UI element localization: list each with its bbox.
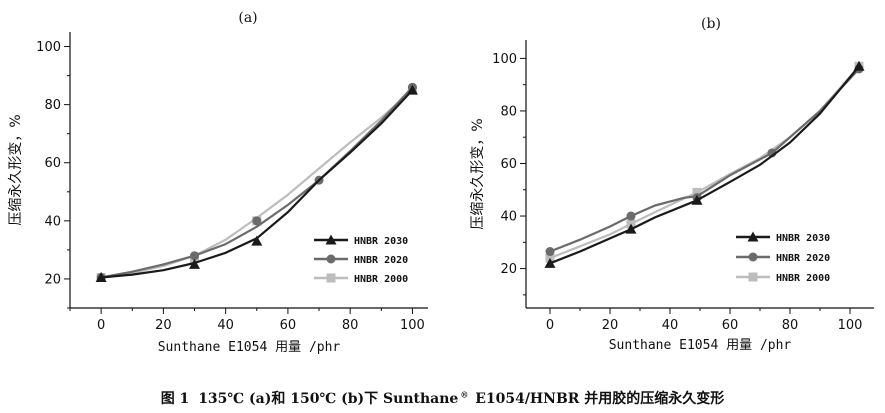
- legend-label: HNBR 2030: [776, 233, 830, 244]
- legend-marker: [326, 254, 336, 264]
- data-point: [626, 211, 636, 221]
- legend-marker: [326, 273, 336, 283]
- y-tick-label: 20: [44, 272, 61, 287]
- x-tick-label: 80: [342, 318, 359, 333]
- legend-item: HNBR 2030: [314, 234, 408, 247]
- legend-label: HNBR 2020: [354, 255, 408, 266]
- y-axis-label: 压缩永久形变，%: [8, 114, 24, 225]
- y-tick-label: 40: [500, 210, 517, 225]
- legend: HNBR 2030 HNBR 2020 HNBR 2000: [736, 231, 830, 284]
- y-tick-label: 60: [500, 157, 517, 172]
- panel-label: (b): [701, 16, 721, 32]
- x-tick-label: 100: [400, 318, 425, 333]
- y-tick-label: 80: [44, 98, 61, 113]
- series-hnbr-2030: [95, 84, 418, 282]
- series-line: [100, 89, 414, 279]
- x-tick-label: 80: [782, 318, 799, 333]
- data-point: [251, 235, 263, 246]
- x-tick-label: 0: [97, 318, 105, 333]
- x-tick-label: 0: [546, 318, 554, 333]
- y-tick-label: 100: [492, 52, 517, 67]
- data-point: [406, 84, 418, 95]
- series-line: [549, 65, 860, 260]
- legend-label: HNBR 2000: [776, 273, 830, 284]
- legend-item: HNBR 2030: [736, 231, 830, 244]
- series-hnbr-2000: [96, 85, 417, 282]
- legend-marker: [325, 234, 337, 245]
- x-tick-label: 60: [722, 318, 739, 333]
- caption-figure-number: 图 1: [160, 391, 190, 407]
- x-tick-label: 40: [217, 318, 234, 333]
- series-line: [100, 86, 414, 279]
- caption-text-part1: 135℃ (a)和 150℃ (b)下 Sunthane: [198, 391, 459, 407]
- x-tick-label: 100: [838, 318, 863, 333]
- data-point: [190, 251, 200, 261]
- y-tick-label: 100: [36, 40, 61, 55]
- legend-item: HNBR 2000: [736, 272, 830, 284]
- x-tick-label: 40: [662, 318, 679, 333]
- x-axis-label: Sunthane E1054 用量 /phr: [158, 340, 341, 355]
- figure-caption: 图 1 135℃ (a)和 150℃ (b)下 Sunthane ® E1054/…: [0, 388, 885, 408]
- legend-item: HNBR 2020: [736, 252, 830, 264]
- legend-marker: [747, 231, 759, 242]
- x-tick-label: 20: [602, 318, 619, 333]
- legend-label: HNBR 2000: [354, 274, 408, 285]
- data-point: [692, 187, 702, 197]
- chart-panel-b: (b) 20 40 60 80 100 0 20 40 60 80 100 Sunthane E1054…: [470, 16, 874, 353]
- data-point: [544, 257, 556, 268]
- legend-marker: [748, 272, 758, 282]
- x-tick-label: 60: [280, 318, 297, 333]
- legend-label: HNBR 2020: [776, 253, 830, 264]
- data-point: [853, 60, 865, 71]
- y-tick-label: 20: [500, 262, 517, 277]
- series-hnbr-2030: [544, 60, 865, 268]
- series-hnbr-2020: [545, 64, 864, 257]
- legend-label: HNBR 2030: [354, 236, 408, 247]
- chart-panel-a: (a) 20 40 60 80 100 0 20 40 60 80 100 Sunthane E1054…: [8, 10, 428, 355]
- y-tick-label: 60: [44, 156, 61, 171]
- data-point: [625, 223, 637, 234]
- data-point: [545, 247, 555, 257]
- y-axis-label: 压缩永久形变，%: [470, 118, 486, 229]
- data-point: [252, 216, 262, 226]
- caption-registered-mark: ®: [460, 389, 469, 400]
- series-line: [100, 89, 414, 279]
- y-tick-labels: 20 40 60 80 100: [492, 52, 517, 277]
- x-tick-labels: 0 20 40 60 80 100: [546, 318, 863, 333]
- caption-text-part2: E1054/HNBR 并用胶的压缩永久变形: [475, 391, 725, 407]
- data-point: [691, 194, 703, 205]
- panel-label: (a): [238, 10, 257, 26]
- series-hnbr-2020: [96, 82, 417, 282]
- x-tick-labels: 0 20 40 60 80 100: [97, 318, 425, 333]
- legend-item: HNBR 2000: [314, 273, 408, 285]
- x-axis-label: Sunthane E1054 用量 /phr: [609, 338, 792, 353]
- y-tick-labels: 20 40 60 80 100: [36, 40, 61, 287]
- y-tick-label: 80: [500, 104, 517, 119]
- data-point: [95, 271, 107, 282]
- legend: HNBR 2030 HNBR 2020 HNBR 2000: [314, 234, 408, 285]
- x-tick-label: 20: [155, 318, 172, 333]
- y-tick-label: 40: [44, 214, 61, 229]
- legend-marker: [748, 252, 758, 262]
- legend-item: HNBR 2020: [314, 254, 408, 266]
- series-line: [549, 68, 860, 253]
- data-point: [189, 258, 201, 269]
